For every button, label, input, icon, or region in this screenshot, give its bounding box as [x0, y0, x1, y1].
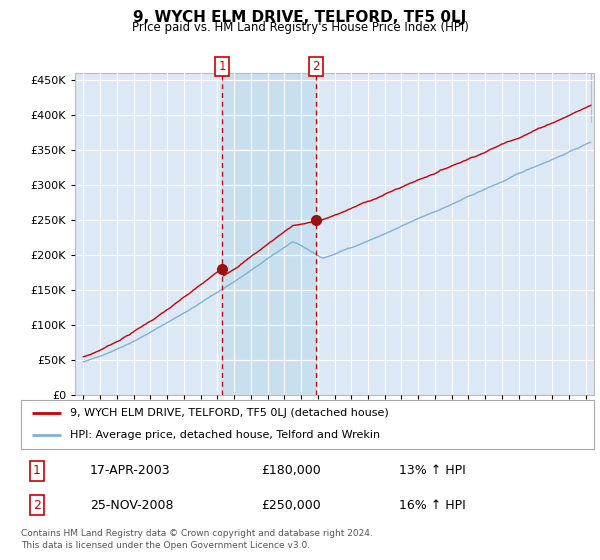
- Text: 25-NOV-2008: 25-NOV-2008: [90, 499, 173, 512]
- Text: Contains HM Land Registry data © Crown copyright and database right 2024.
This d: Contains HM Land Registry data © Crown c…: [21, 529, 373, 550]
- Text: £250,000: £250,000: [262, 499, 322, 512]
- Text: 1: 1: [33, 464, 41, 477]
- Text: 13% ↑ HPI: 13% ↑ HPI: [399, 464, 466, 477]
- Text: HPI: Average price, detached house, Telford and Wrekin: HPI: Average price, detached house, Telf…: [70, 430, 380, 440]
- Text: 2: 2: [313, 60, 320, 73]
- Bar: [222, 73, 316, 395]
- Text: 16% ↑ HPI: 16% ↑ HPI: [399, 499, 466, 512]
- Text: 9, WYCH ELM DRIVE, TELFORD, TF5 0LJ (detached house): 9, WYCH ELM DRIVE, TELFORD, TF5 0LJ (det…: [70, 408, 388, 418]
- Text: £180,000: £180,000: [262, 464, 322, 477]
- Text: 1: 1: [218, 60, 226, 73]
- Text: 2: 2: [33, 499, 41, 512]
- Text: Price paid vs. HM Land Registry's House Price Index (HPI): Price paid vs. HM Land Registry's House …: [131, 21, 469, 34]
- Text: 17-APR-2003: 17-APR-2003: [90, 464, 170, 477]
- Text: 9, WYCH ELM DRIVE, TELFORD, TF5 0LJ: 9, WYCH ELM DRIVE, TELFORD, TF5 0LJ: [133, 10, 467, 25]
